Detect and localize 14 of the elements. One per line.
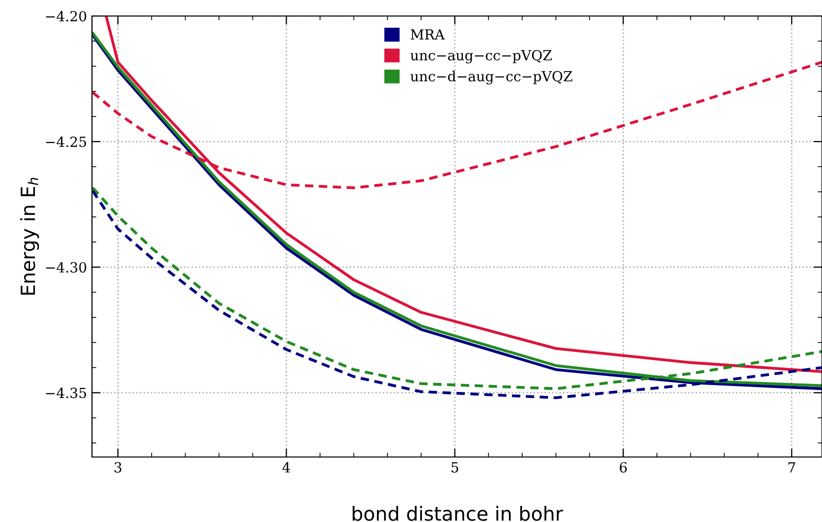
legend-label: unc−aug−cc−pVQZ	[410, 50, 552, 64]
x-tick-label: 3	[114, 462, 122, 473]
x-axis-title: bond distance in bohr	[352, 506, 564, 521]
legend-label: unc−d−aug−cc−pVQZ	[410, 70, 572, 84]
y-tick-label: −4.30	[46, 262, 86, 273]
y-tick-label: −4.20	[46, 10, 86, 22]
x-tick-label: 7	[788, 462, 796, 472]
y-axis-title: Energy in E$_{h}$	[20, 178, 39, 295]
x-tick-label: 6	[620, 462, 627, 473]
y-tick-label: −4.35	[46, 388, 86, 398]
x-tick-label: 4	[282, 462, 290, 472]
legend-label: MRA	[410, 29, 445, 40]
x-tick-label: 5	[452, 462, 458, 473]
y-tick-label: −4.25	[46, 136, 86, 148]
